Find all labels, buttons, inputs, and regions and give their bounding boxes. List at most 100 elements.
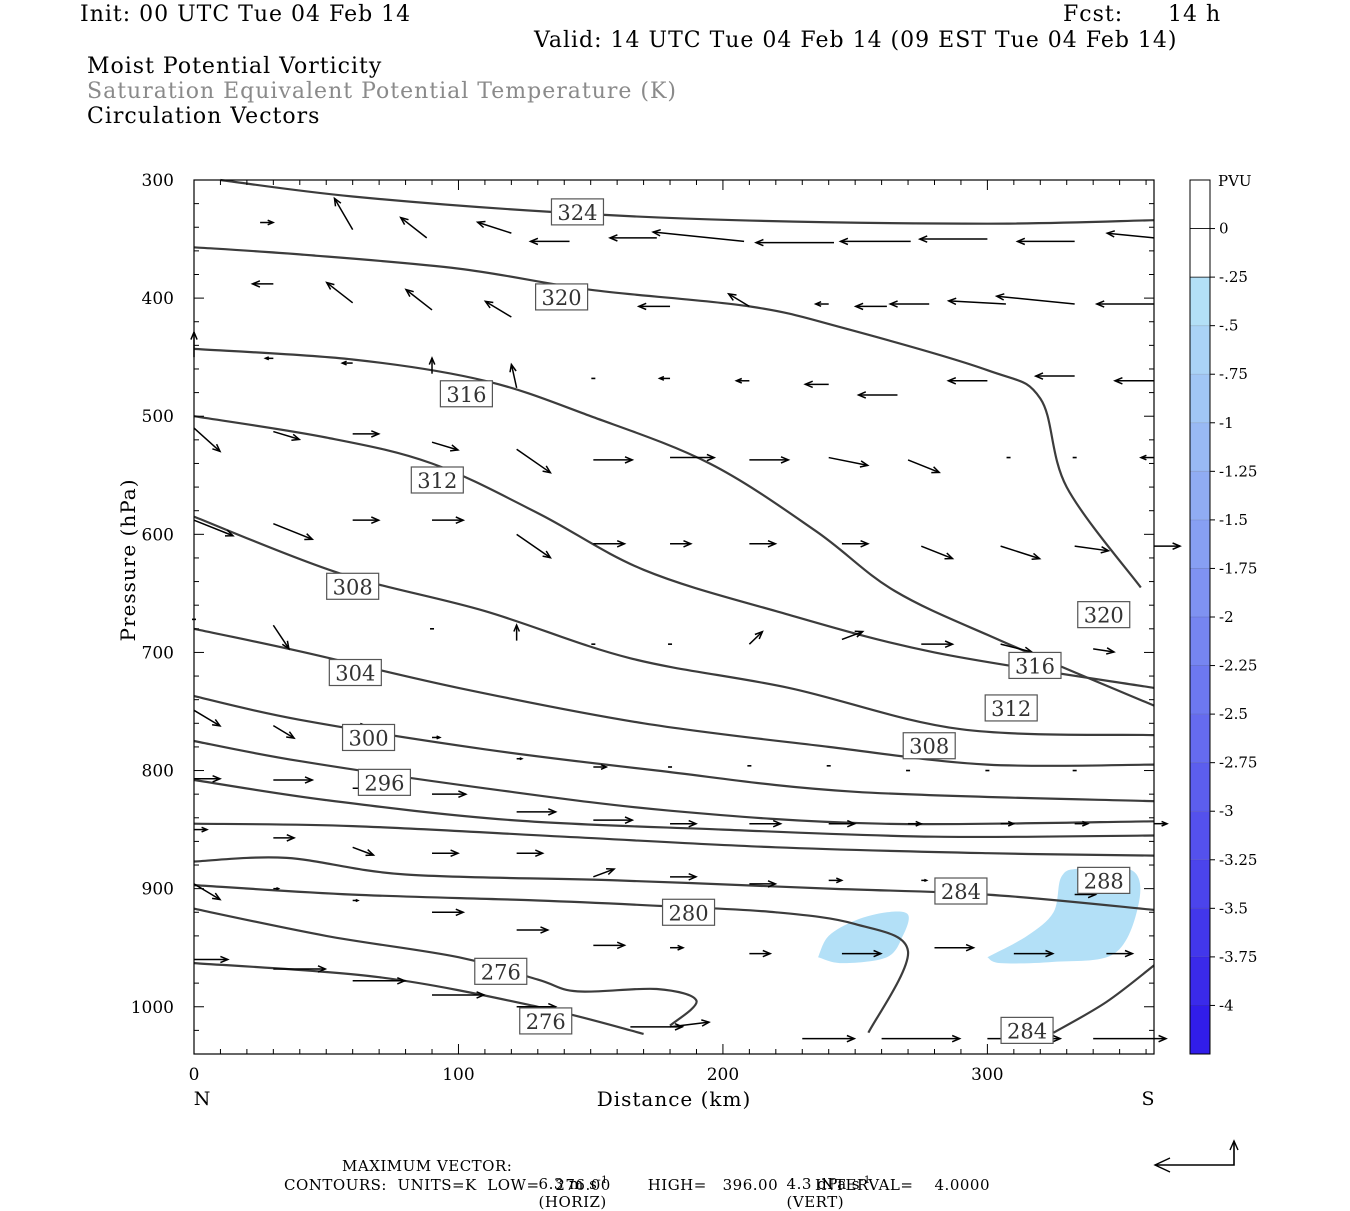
valid-time: Valid: 14 UTC Tue 04 Feb 14 (09 EST Tue …: [534, 28, 1178, 53]
contour-info: CONTOURS: UNITS=K LOW= 276.00 HIGH= 396.…: [284, 1176, 990, 1194]
circulation-vector-head: [371, 430, 381, 438]
circulation-vector: [907, 459, 940, 474]
circulation-vector-head: [397, 977, 407, 985]
circulation-vector-head: [250, 280, 261, 288]
circulation-vector-head: [304, 533, 315, 541]
contour-label: 308: [909, 735, 949, 759]
circulation-vector-head: [924, 878, 929, 882]
circulation-vector-head: [836, 877, 844, 884]
y-tick-label: 900: [142, 880, 174, 900]
circulation-vector-head: [286, 834, 296, 842]
contour-label-box: [410, 466, 464, 494]
contour-label: 296: [364, 771, 404, 795]
circulation-vector-head: [1158, 1034, 1168, 1043]
colorbar-label: 0: [1219, 220, 1229, 238]
circulation-vector-head: [513, 623, 521, 632]
circulation-vector: [405, 289, 433, 311]
horiz-unit-exp: -1: [597, 1175, 609, 1186]
circulation-vector-head: [600, 764, 609, 770]
circulation-vector-head: [688, 873, 698, 881]
contour-label: 284: [941, 880, 981, 904]
circulation-vector-head: [1113, 377, 1123, 385]
circulation-vector-head: [951, 1034, 962, 1043]
colorbar-label: -2.25: [1219, 657, 1257, 675]
circulation-vector-head: [542, 550, 552, 559]
circulation-vector-head: [450, 849, 460, 857]
contour-line-320: [193, 246, 1142, 589]
colorbar-label: -1.75: [1219, 559, 1257, 577]
circulation-vector-head: [846, 1034, 857, 1043]
colorbar-label: -1: [1219, 414, 1234, 432]
circulation-vector: [193, 427, 221, 452]
colorbar-title: PVU: [1218, 172, 1252, 190]
contour-label-box: [1077, 601, 1131, 629]
circulation-vector-head: [657, 375, 665, 381]
colorbar-segment: [1190, 665, 1210, 715]
circulation-vector: [352, 846, 374, 856]
circulation-vector-head: [224, 529, 235, 537]
circulation-vector-head: [455, 908, 466, 917]
x-tick-label: 0: [189, 1065, 200, 1085]
colorbar-segment: [1190, 374, 1210, 423]
contour-label: 276: [526, 1010, 566, 1034]
circulation-vector-head: [674, 1023, 685, 1031]
circulation-vector-head: [616, 941, 627, 950]
contour-line-324: [220, 178, 1155, 225]
circulation-vector: [484, 300, 512, 318]
circulation-vector-head: [276, 887, 281, 891]
contour-label-box: [328, 658, 382, 687]
circulation-vector: [272, 725, 295, 739]
north-label: N: [194, 1088, 211, 1110]
circulation-vector: [1000, 643, 1032, 653]
contour-label-box: [902, 732, 956, 760]
circulation-vector-head: [355, 898, 360, 903]
circulation-vector-head: [455, 516, 466, 524]
colorbar-segment: [1190, 228, 1210, 278]
circulation-vector-head: [772, 819, 783, 828]
colorbar-label: -2: [1219, 608, 1234, 626]
circulation-vector-head: [212, 443, 222, 453]
colorbar-segment: [1190, 568, 1210, 617]
contour-label: 316: [446, 383, 486, 407]
circulation-vector-head: [528, 237, 539, 246]
circulation-vector: [326, 281, 354, 304]
circulation-vector-head: [263, 356, 270, 361]
contour-label-box: [984, 694, 1038, 722]
circulation-vector-head: [220, 955, 230, 964]
contour-line-296: [193, 739, 1155, 826]
circulation-vector-head: [1094, 300, 1105, 308]
circulation-vector-head: [428, 356, 436, 365]
circulation-vector-head: [404, 288, 414, 297]
colorbar-label: -.5: [1219, 317, 1238, 335]
circulation-vector-head: [1015, 237, 1026, 246]
contour-label: 300: [348, 726, 388, 750]
circulation-vector: [948, 300, 1006, 305]
contour-label-box: [474, 957, 528, 985]
circulation-vector-head: [548, 808, 558, 816]
circulation-vector-head: [1031, 552, 1042, 561]
colorbar-label: -3.25: [1219, 851, 1257, 869]
circulation-vector-head: [946, 297, 957, 306]
circulation-vector-head: [608, 234, 618, 242]
colorbar-segment: [1190, 859, 1210, 909]
circulation-vector-head: [1124, 949, 1135, 958]
circulation-vector-head: [1172, 542, 1182, 550]
contour-label-layer: 324 320 316 312 308 304 300 296 280 276 276 284 288 3…: [326, 198, 1131, 1044]
circulation-vector-head: [677, 944, 685, 951]
circulation-vector: [1074, 545, 1109, 552]
colorbar-segment: [1190, 277, 1210, 326]
vert-unit-exp: -1: [860, 1175, 871, 1186]
max-vector-label: MAXIMUM VECTOR:: [342, 1157, 513, 1175]
contour-label-box: [661, 898, 716, 926]
circulation-vector-head: [915, 820, 923, 827]
circulation-vector-head: [734, 377, 743, 384]
colorbar-label: -3.75: [1219, 948, 1257, 966]
y-tick-label: 1000: [131, 998, 174, 1018]
circulation-vector-head: [325, 281, 335, 290]
circulation-vector: [669, 1021, 710, 1028]
circulation-vector: [728, 293, 750, 308]
mpv-negative-region: [818, 911, 909, 964]
contour-label-box: [357, 768, 412, 796]
circulation-vector-head: [542, 465, 552, 474]
